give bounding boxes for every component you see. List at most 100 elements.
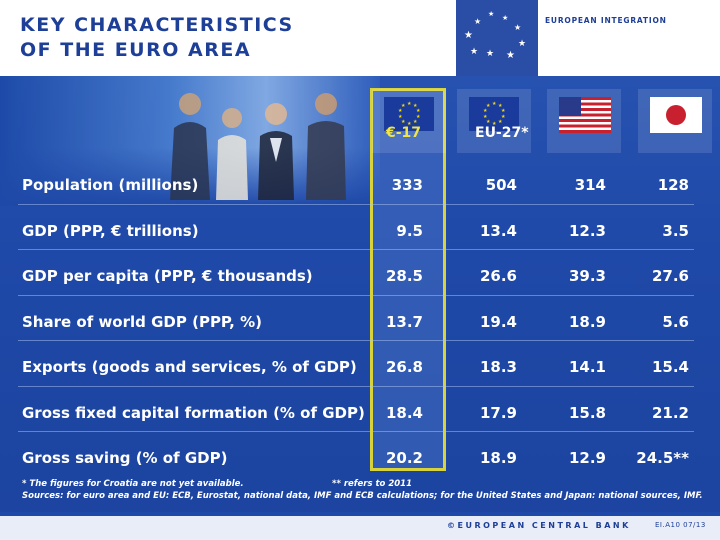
cell-value: 3.5: [662, 221, 689, 240]
row-label: Exports (goods and services, % of GDP): [22, 358, 357, 376]
table-row: GDP per capita (PPP, € thousands) 28.5 26.…: [0, 251, 720, 296]
cell-value: 14.1: [568, 358, 606, 376]
table-row: Gross saving (% of GDP) 20.2 18.9 12.9 24.5*…: [0, 433, 720, 478]
cell-value: 19.4: [479, 312, 517, 331]
sources-note: Sources: for euro area and EU: ECB, Euro…: [22, 491, 703, 501]
row-label: GDP per capita (PPP, € thousands): [22, 267, 313, 285]
svg-text:★: ★: [486, 49, 494, 59]
people-photo: [170, 93, 346, 200]
cell-value: 15.4: [651, 358, 689, 376]
cell-value: 333: [391, 176, 423, 194]
footer-bar: [0, 512, 720, 516]
svg-text:★: ★: [501, 108, 506, 114]
row-divider: [18, 431, 694, 432]
cell-value: 20.2: [385, 449, 423, 467]
svg-text:★: ★: [407, 121, 412, 127]
row-label: Gross fixed capital formation (% of GDP): [22, 403, 365, 422]
svg-text:★: ★: [506, 50, 515, 61]
svg-text:★: ★: [413, 103, 418, 109]
footnote-line: * The figures for Croatia are not yet av…: [22, 478, 712, 490]
row-label: Population (millions): [22, 176, 199, 194]
svg-text:★: ★: [492, 101, 497, 107]
svg-text:★: ★: [398, 108, 403, 114]
footer-copyright: ©EUROPEAN CENTRAL BANK: [447, 521, 631, 530]
cell-value: 21.2: [651, 403, 689, 422]
svg-text:★: ★: [470, 47, 478, 57]
svg-text:★: ★: [398, 114, 403, 120]
euro-area-label: €-17: [386, 125, 422, 141]
cell-value: 12.3: [568, 221, 606, 240]
footnotes: * The figures for Croatia are not yet av…: [22, 478, 712, 502]
cell-value: 13.7: [385, 312, 423, 331]
svg-text:★: ★: [474, 17, 481, 26]
cell-value: 504: [485, 176, 517, 194]
svg-text:★: ★: [501, 114, 506, 120]
row-label: GDP (PPP, € trillions): [22, 221, 199, 240]
svg-text:★: ★: [464, 30, 473, 41]
footnote-2011: ** refers to 2011: [332, 479, 412, 489]
cell-value: 15.8: [568, 403, 606, 422]
row-divider: [18, 249, 694, 250]
table-row: GDP (PPP, € trillions) 9.5 13.4 12.3 3.5: [0, 206, 720, 251]
column-header-euro-area: ★ ★ ★ ★ ★ ★ ★ ★ ★ ★ €-17: [372, 89, 446, 153]
cell-value: 39.3: [568, 267, 606, 285]
cell-value: 9.5: [396, 221, 423, 240]
cell-value: 5.6: [662, 312, 689, 331]
svg-text:★: ★: [486, 119, 491, 125]
cell-value: 12.9: [568, 449, 606, 467]
slide-code: EI.A10 07/13: [655, 521, 706, 529]
eu-flag-icon: ★ ★★ ★★★ ★★★ ★: [384, 97, 434, 131]
cell-value: 13.4: [479, 221, 517, 240]
row-divider: [18, 203, 694, 205]
cell-value: 27.6: [651, 267, 689, 285]
row-label: Share of world GDP (PPP, %): [22, 312, 262, 331]
svg-text:★: ★: [483, 114, 488, 120]
cell-value: 18.3: [479, 358, 517, 376]
us-flag-icon: [559, 97, 611, 133]
cell-value: 28.5: [385, 267, 423, 285]
eu-stars-icon: ★ ★ ★ ★ ★ ★ ★ ★ ★: [456, 0, 538, 76]
column-header-us: [547, 89, 621, 153]
svg-text:★: ★: [514, 23, 521, 32]
svg-text:★: ★: [407, 101, 412, 107]
row-divider: [18, 294, 694, 296]
japan-flag-icon: [650, 97, 702, 133]
cell-value: 17.9: [479, 403, 517, 422]
svg-text:★: ★: [518, 39, 526, 49]
svg-text:★: ★: [498, 103, 503, 109]
row-divider: [18, 385, 694, 387]
svg-text:★: ★: [492, 121, 497, 127]
footnote-croatia: * The figures for Croatia are not yet av…: [22, 479, 244, 489]
column-header-japan: [638, 89, 712, 153]
table-row: Share of world GDP (PPP, %) 13.7 19.4 18.9 5…: [0, 297, 720, 342]
table-row: Population (millions) 333 504 314 128: [0, 160, 720, 205]
svg-text:★: ★: [401, 103, 406, 109]
svg-text:★: ★: [488, 10, 494, 18]
eu27-label: EU-27*: [475, 125, 529, 141]
cell-value: 18.9: [568, 312, 606, 331]
title-line-1: KEY CHARACTERISTICS: [20, 14, 294, 36]
page-title: KEY CHARACTERISTICS OF THE EURO AREA: [20, 13, 294, 63]
table-row: Gross fixed capital formation (% of GDP)…: [0, 388, 720, 433]
eu-flag-icon: ★ ★★ ★★★ ★★★ ★: [469, 97, 519, 131]
svg-text:★: ★: [416, 114, 421, 120]
table-row: Exports (goods and services, % of GDP) 26…: [0, 342, 720, 387]
cell-value: 314: [574, 176, 606, 194]
cell-value: 24.5**: [636, 449, 689, 467]
title-line-2: OF THE EURO AREA: [20, 39, 252, 61]
cell-value: 18.4: [385, 403, 423, 422]
cell-value: 128: [657, 176, 689, 194]
column-header-eu27: ★ ★ ★ ★ ★ ★ ★ ★ ★ ★ EU-27*: [457, 89, 531, 153]
svg-text:★: ★: [483, 108, 488, 114]
svg-text:★: ★: [413, 119, 418, 125]
cell-value: 26.8: [385, 358, 423, 376]
cell-value: 18.9: [479, 449, 517, 467]
row-label: Gross saving (% of GDP): [22, 449, 228, 467]
svg-text:★: ★: [502, 14, 508, 22]
svg-text:★: ★: [486, 103, 491, 109]
svg-text:★: ★: [401, 119, 406, 125]
svg-text:★: ★: [416, 108, 421, 114]
svg-text:★: ★: [498, 119, 503, 125]
row-divider: [18, 340, 694, 341]
